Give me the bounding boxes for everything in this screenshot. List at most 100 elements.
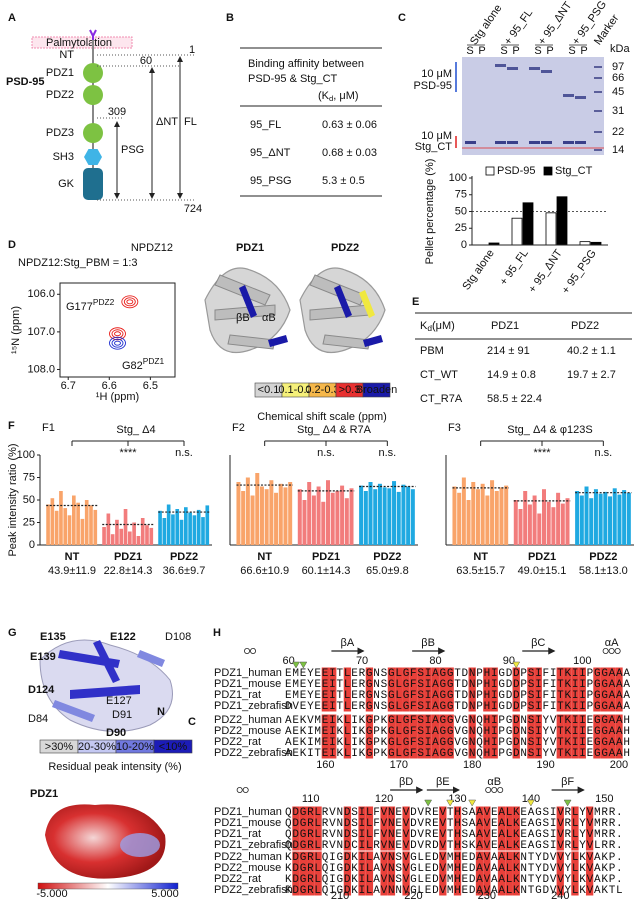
conserved-column <box>431 667 440 712</box>
sequence-name: PDZ2_mouse <box>214 725 281 737</box>
table-unit-part: (K <box>318 90 330 102</box>
bar <box>556 196 568 246</box>
y-axis-label: ¹⁵N (ppm) <box>10 306 22 354</box>
ribbon-highlight <box>58 640 140 699</box>
bar <box>340 485 345 545</box>
site-marker <box>468 799 477 807</box>
conserved-column <box>556 851 564 896</box>
sequence-name: PDZ2_human <box>214 714 282 726</box>
bar <box>537 513 542 545</box>
bar <box>158 510 162 545</box>
significance: n.s. <box>317 447 335 459</box>
bar <box>377 483 382 545</box>
gel-band <box>529 141 540 144</box>
conserved-column <box>314 851 322 896</box>
y-tick-label: 50 <box>455 205 467 217</box>
bar <box>560 503 565 545</box>
peak <box>109 327 126 341</box>
surface-title: PDZ1 <box>30 788 58 800</box>
scale-label: 10-20% <box>116 741 154 753</box>
bar <box>140 518 145 545</box>
conserved-column <box>343 714 352 759</box>
bar <box>184 507 188 545</box>
x-tick-label: 6.7 <box>61 380 76 392</box>
bar <box>545 212 557 246</box>
marker-band <box>594 66 602 68</box>
gel-band <box>495 141 506 144</box>
sequence: EMEYEEITLERGNSGLGFSIAGGTDNPHIGDDPSIFITKI… <box>285 690 630 702</box>
position-number: 240 <box>551 890 569 900</box>
position-number: 110 <box>302 793 320 805</box>
lipid-anchor <box>89 29 97 40</box>
conserved-column <box>431 714 440 759</box>
conserved-column <box>475 806 484 851</box>
row-label: CT_WT <box>420 369 458 381</box>
scale-label: 0.1-0.2 <box>278 384 312 396</box>
bar <box>452 486 457 545</box>
bar <box>76 502 80 545</box>
row-value: 214 ± 91 <box>487 345 530 357</box>
group-summary: 58.1±13.0 <box>579 565 628 577</box>
peak-annotation-part: G82 <box>122 360 143 372</box>
bar <box>166 504 171 545</box>
conserved-column <box>409 667 418 712</box>
peak <box>109 336 126 350</box>
bar <box>278 483 283 545</box>
protein-name: PSD-95 <box>6 76 45 88</box>
bar <box>205 505 210 545</box>
bar <box>401 484 406 545</box>
legend-swatch <box>543 166 553 176</box>
construct-label: PSG <box>121 144 144 156</box>
peak-contour <box>111 338 124 348</box>
conserved-column <box>402 851 410 896</box>
gel-band <box>575 141 586 144</box>
group-label: PDZ2 <box>373 551 401 563</box>
marker-band <box>594 131 602 133</box>
panel-label: G <box>8 627 17 639</box>
group-summary: 22.8±14.3 <box>104 565 153 577</box>
subpanel-title: Stg_ Δ4 & φ123S <box>507 424 592 436</box>
conserved-column <box>512 714 520 759</box>
bar <box>264 489 269 545</box>
scale-label: 20-30% <box>78 741 116 753</box>
bar <box>396 491 401 545</box>
marker-label: 97 <box>612 61 624 73</box>
structure-label: βE <box>436 776 450 788</box>
row-value: 58.5 ± 22.4 <box>487 393 542 405</box>
bar <box>201 517 205 545</box>
significance: n.s. <box>594 447 612 459</box>
conserved-column <box>607 714 616 759</box>
fraction-label: P <box>512 45 519 57</box>
peak-annotation: G82PDZ1 <box>122 356 165 372</box>
peak-contour <box>109 327 126 341</box>
table-header: PDZ1 <box>491 320 519 332</box>
gel-band <box>575 96 586 99</box>
gel <box>462 57 604 155</box>
panel-label: H <box>213 627 221 639</box>
conserved-column <box>299 851 308 896</box>
structure-label: βD <box>399 776 413 788</box>
gel-band <box>465 141 476 144</box>
subpanel-label: F2 <box>232 422 245 434</box>
group-summary: 66.6±10.9 <box>240 565 289 577</box>
domain-label: PDZ1 <box>46 67 74 79</box>
peak-annotation: G177PDZ2 <box>66 297 115 313</box>
bar <box>259 486 264 545</box>
bar <box>132 522 136 545</box>
bar <box>330 492 335 545</box>
sequence-name: PDZ1_human <box>214 667 282 679</box>
conserved-column <box>527 714 535 759</box>
bar <box>373 489 378 545</box>
conserved-column <box>380 851 388 896</box>
potential-label: -5.000 <box>36 888 67 900</box>
bar <box>326 480 330 545</box>
conserved-column <box>534 667 542 712</box>
conserved-column <box>512 806 520 851</box>
peak-annotation-part: G177 <box>66 301 93 313</box>
bar <box>188 512 192 545</box>
bar <box>466 500 471 545</box>
fraction-label: S <box>568 45 575 57</box>
bar <box>612 488 617 545</box>
